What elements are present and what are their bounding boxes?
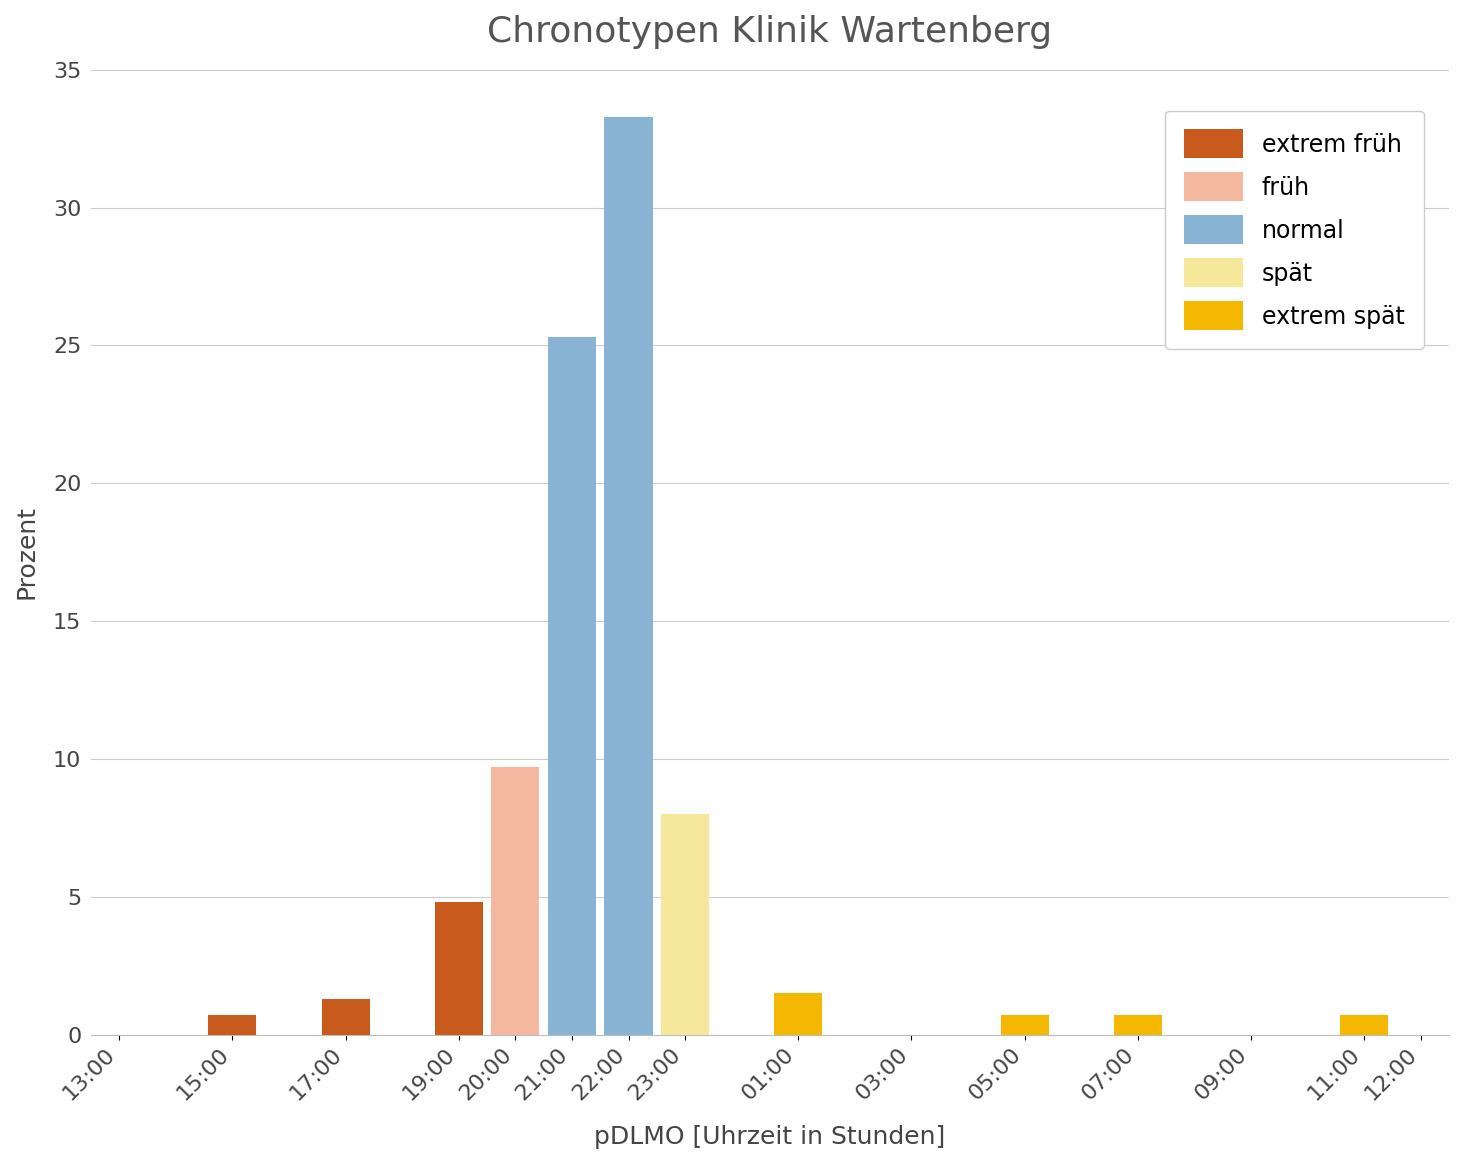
Bar: [322, 999, 370, 1035]
Y-axis label: Prozent: Prozent: [15, 505, 40, 599]
Bar: [774, 993, 823, 1035]
Bar: [1114, 1015, 1162, 1035]
Bar: [662, 814, 709, 1035]
Bar: [208, 1015, 256, 1035]
Bar: [1000, 1015, 1048, 1035]
Bar: [662, 814, 709, 1035]
Bar: [435, 902, 483, 1035]
Bar: [322, 999, 370, 1035]
Title: Chronotypen Klinik Wartenberg: Chronotypen Klinik Wartenberg: [488, 15, 1053, 49]
Bar: [605, 116, 653, 1035]
Bar: [548, 338, 596, 1035]
Bar: [1340, 1015, 1388, 1035]
Bar: [605, 690, 653, 1035]
Bar: [492, 767, 539, 1035]
X-axis label: pDLMO [Uhrzeit in Stunden]: pDLMO [Uhrzeit in Stunden]: [594, 1124, 946, 1149]
Legend: extrem früh, früh, normal, spät, extrem spät: extrem früh, früh, normal, spät, extrem …: [1165, 111, 1423, 349]
